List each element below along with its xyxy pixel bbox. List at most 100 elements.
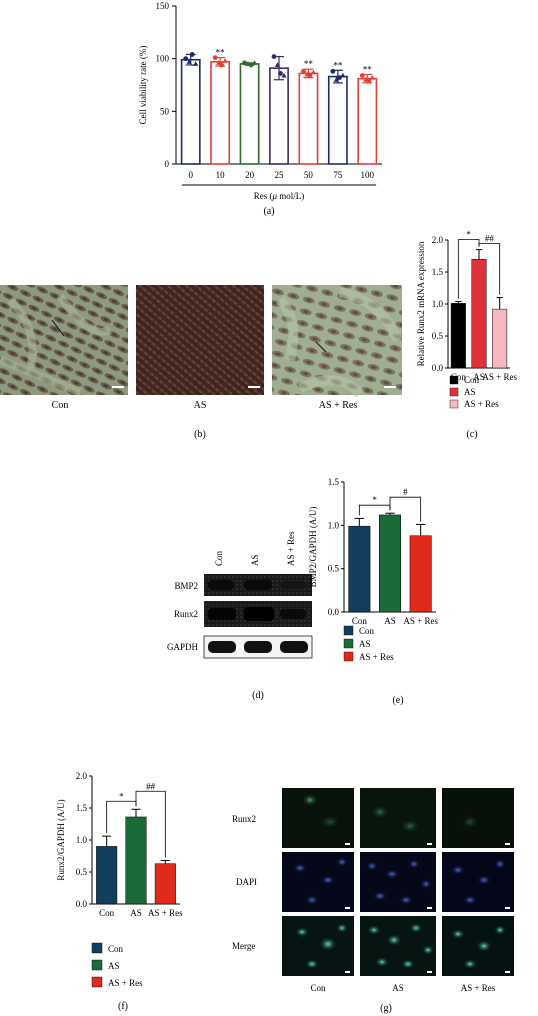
e-sig-left: *: [372, 495, 377, 505]
f-legend-swatch: [91, 976, 103, 988]
f-bar: [154, 863, 176, 905]
a-data-point: [219, 62, 225, 68]
f-y-tick-label: 1.5: [76, 803, 88, 813]
blot-lane-as-res: AS + Res: [286, 531, 296, 566]
band-bmp2-con: [208, 580, 234, 590]
a-x-tick-label: 25: [275, 170, 285, 180]
a-data-point: [278, 71, 283, 76]
band-gapdh-as-res: [280, 641, 308, 653]
c-legend-swatch: [449, 387, 459, 397]
if-col-con: Con: [310, 983, 326, 993]
panel-g-immunofluorescence: [282, 788, 514, 976]
scale-bar-as: [248, 386, 260, 388]
f-y-tick-label: 0.0: [76, 899, 88, 909]
a-data-point: [222, 57, 228, 63]
scale-bar-as-res: [384, 386, 396, 388]
f-bar: [125, 816, 147, 905]
a-significance-mark: **: [363, 64, 373, 74]
band-runx2-con: [208, 608, 236, 620]
a-data-point: [301, 68, 306, 74]
a-x-tick-label: 20: [245, 170, 255, 180]
c-x-tick-label: Con: [451, 372, 467, 382]
a-data-point: [212, 55, 218, 61]
a-bar: [357, 77, 378, 165]
c-bar: [450, 303, 466, 369]
panel-d-label: (d): [252, 690, 264, 701]
blot-lane-as: AS: [250, 554, 260, 566]
band-runx2-as-res: [280, 609, 306, 619]
c-legend-swatch: [449, 399, 459, 409]
a-bar: [298, 72, 319, 165]
a-x-tick-label: 100: [361, 170, 375, 180]
panel-a-label: (a): [263, 206, 274, 217]
if-runx2-as-res: [442, 788, 514, 848]
band-runx2-as: [244, 607, 274, 621]
e-bracket-right: [389, 496, 422, 522]
micrograph-caption-con: Con: [52, 400, 69, 411]
band-gapdh-con: [208, 641, 236, 653]
arrow-as-res: [315, 341, 327, 353]
e-bar: [409, 535, 432, 613]
e-bar: [379, 514, 401, 613]
a-data-point: [186, 59, 192, 64]
e-legend-swatch: [343, 625, 354, 636]
a-data-point: [248, 62, 254, 68]
panel-a-chart: 0 50 100 150 Cell viability rate (%) 0 ** 10 20 2…: [138, 1, 382, 201]
a-data-point: [274, 62, 281, 67]
c-sig-right: ##: [485, 234, 495, 244]
a-x-tick-label: 0: [188, 170, 193, 180]
blot-row-gapdh: GAPDH: [167, 642, 199, 652]
if-row-dapi: DAPI: [236, 877, 257, 887]
e-bracket-left: [358, 504, 391, 516]
c-legend-label: AS + Res: [464, 399, 499, 409]
blot-lane-con: Con: [214, 550, 224, 566]
c-y-tick-label: 0.0: [432, 363, 444, 373]
e-y-tick-label: 1.5: [328, 477, 340, 487]
c-bar: [492, 308, 508, 369]
panel-b-label: (b): [194, 429, 206, 440]
c-x-tick-label: AS + Res: [482, 372, 517, 382]
a-data-point: [369, 74, 375, 80]
f-y-tick-label: 1.0: [76, 835, 88, 845]
if-col-as: AS: [392, 983, 404, 993]
panel-e-chart: 0.0 0.5 1.0 1.5 BMP2/GAPDH (A/U) Con AS AS + Re…: [308, 477, 438, 662]
c-y-axis-title: Relative Runx2 mRNA expression: [416, 241, 426, 366]
c-y-tick-label: 2.0: [432, 235, 444, 245]
f-legend-swatch: [91, 942, 103, 954]
c-x-tick-label: AS: [473, 372, 485, 382]
a-y-axis-title: Cell viability rate (%): [138, 46, 148, 125]
f-legend-label: AS: [108, 961, 120, 971]
a-bar: [239, 63, 260, 165]
f-x-tick-label: AS + Res: [148, 908, 183, 918]
f-x-tick-label: AS: [130, 908, 142, 918]
f-bar: [96, 846, 118, 905]
a-bar: [180, 58, 201, 165]
a-significance-mark: **: [304, 59, 314, 69]
a-significance-mark: **: [216, 48, 226, 58]
f-bracket-right: [135, 790, 166, 858]
e-y-tick-label: 0.0: [328, 607, 340, 617]
a-data-point: [336, 75, 342, 81]
f-legend-label: AS + Res: [108, 978, 143, 988]
micrograph-caption-as-res: AS + Res: [319, 400, 358, 411]
panel-f-chart: 0.0 0.5 1.0 1.5 2.0 Runx2/GAPDH (A/U) Con AS AS …: [56, 771, 183, 988]
a-x-axis-title: Res (μ mol/L): [254, 191, 305, 201]
band-bmp2-as: [244, 580, 272, 590]
panel-c-chart: 0.0 0.5 1.0 1.5 2.0 Relative Runx2 mRNA expre…: [416, 230, 517, 409]
panel-b-micrographs: [0, 285, 403, 398]
e-legend-label: AS: [359, 639, 371, 649]
e-bar: [348, 525, 371, 613]
if-col-as-res: AS + Res: [461, 983, 496, 993]
e-y-tick-label: 1.0: [328, 520, 340, 530]
scale-bar-con: [112, 386, 124, 388]
f-sig-left: *: [119, 791, 124, 801]
c-legend-label: Con: [464, 375, 480, 385]
a-bar: [269, 67, 289, 165]
band-bmp2-as-res: [280, 581, 306, 589]
c-bar: [471, 258, 487, 369]
panel-g-label: (g): [380, 1003, 392, 1014]
a-y-tick-label: 0: [165, 159, 170, 169]
micrograph-as: [136, 285, 264, 395]
a-bar: [327, 75, 348, 165]
